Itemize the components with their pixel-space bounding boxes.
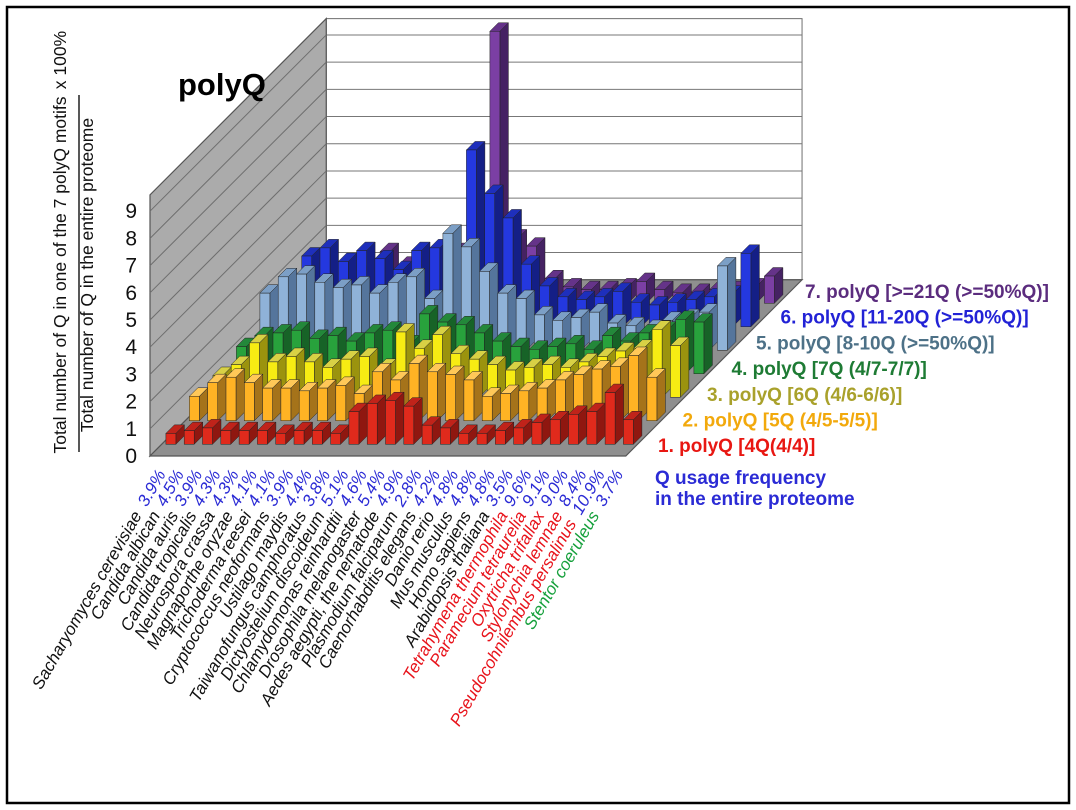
left-wall-gridline [149,116,327,294]
bar-Caenorhabditis elegans-series-1 [439,418,460,445]
legend-item-2: 2. polyQ [5Q (4/5-5/5)] [683,411,878,432]
bar-Stentor coeruleus-series-7 [763,266,784,304]
bar-Magnaporthe oryzae-series-2 [280,379,301,422]
bar-Stylonychia lemnae-series-1 [586,402,606,445]
back-wall [325,18,803,281]
legend-item-4: 4. polyQ [7Q (4/7-7/7)] [732,359,927,380]
y-tick-label: 3 [125,363,137,386]
bar-Tetrahymena thermophila-series-2 [554,370,575,422]
x-axis-note-line1: Q usage frequency [655,468,826,489]
y-tick-label: 9 [125,200,137,223]
bar-Chlamydomonas reinhardtii-series-1 [366,394,387,445]
bar-Aedes aegypti, the nematode-series-2 [426,362,447,422]
y-axis-multiplier: x 100% [50,31,70,89]
bar-Caenorhabditis elegans-series-5 [533,305,554,351]
bar-Ustilago maydis-series-1 [311,421,332,445]
bar-Plasmodium falciparum-series-2 [444,365,465,422]
y-tick-label: 1 [125,418,137,441]
y-axis-numerator: Total number of Q in one of the 7 polyQ … [50,96,70,453]
bar-Stentor coeruleus-series-3 [669,336,690,398]
legend-item-1: 1. polyQ [4Q(4/4)] [658,436,815,457]
y-tick-label: 4 [125,336,137,359]
bar-Stentor coeruleus-series-5 [716,256,737,351]
bar-Aedes aegypti, the nematode-series-1 [403,397,423,445]
bar-Drosophila melanogaster-series-1 [384,391,405,445]
figure-border [5,5,1071,805]
bar-Homo sapiens-series-1 [494,421,515,445]
bar-Candida auris-series-1 [201,418,222,445]
y-tick-label: 2 [125,391,137,414]
y-tick-label: 0 [125,445,137,468]
bar-Arabidopsis thaliana-series-1 [512,418,533,445]
bar-Sacharyomyces cerevisiae-series-2 [188,387,209,422]
bar-Ustilago maydis-series-5 [405,267,426,351]
bar-Danio rerio-series-2 [481,387,502,422]
bar-Caenorhabditis elegans-series-2 [463,370,484,422]
bar-Candida tropicalis-series-2 [243,373,264,422]
bar-Sacharyomyces cerevisiae-series-1 [165,424,186,445]
x-axis-note-line2: in the entire proteome [655,489,855,510]
left-wall-gridline [149,88,327,266]
bar-Trichoderma reesei-series-2 [298,381,319,422]
bar-Tetrahymena thermophila-series-1 [531,413,552,445]
y-tick-label: 8 [125,227,137,250]
bar-Homo sapiens-series-2 [518,381,538,422]
y-tick-label: 6 [125,282,137,305]
bar-Pseudocohnilembus persalinus-series-2 [627,346,648,422]
bar-Mus musculus-series-2 [499,384,520,422]
legend-item-7: 7. polyQ [>=21Q (>=50%Q)] [805,282,1049,303]
left-wall-gridline [149,143,327,321]
left-wall-gridline [149,170,327,348]
legend-item-6: 6. polyQ [11-20Q (>=50%Q)] [781,308,1029,329]
bar-Neurospora crassa-series-1 [238,421,259,445]
bar-Neurospora crassa-series-2 [261,379,282,422]
y-tick-label: 7 [125,255,137,278]
bar-Mus musculus-series-1 [476,424,497,445]
y-tick-label: 5 [125,309,137,332]
series-row-1 [165,383,643,445]
bar-Stentor coeruleus-series-2 [646,368,667,422]
bar-Candida auris-series-2 [225,368,246,422]
bar-Danio rerio-series-1 [458,424,478,445]
bar-Caenorhabditis elegans-series-3 [486,355,507,398]
bar-Stentor coeruleus-series-4 [693,312,714,375]
bar-Cryptococcus neoformans-series-2 [316,379,337,422]
y-axis-denominator: Total number of Q in the entire proteome [77,118,97,432]
bar-Pseudocohnilembus persalinus-series-1 [604,383,625,445]
bar-Plasmodium falciparum-series-5 [515,289,536,351]
left-wall-gridline [149,197,327,375]
legend-item-3: 3. polyQ [6Q (4/6-6/6)] [707,385,902,406]
bar-Candida tropicalis-series-1 [220,421,240,445]
chart-title: polyQ [178,67,266,102]
bar-Cryptococcus neoformans-series-1 [293,421,314,445]
bar-Magnaporthe oryzae-series-1 [256,421,277,445]
bar-Stentor coeruleus-series-6 [740,244,761,328]
bar-Oxytricha trifallax-series-1 [567,405,588,445]
left-wall-gridline [149,34,327,212]
bar-Stentor coeruleus-series-1 [622,410,643,445]
bar-Candida albican-series-2 [207,373,227,422]
bar-Dictyostelium discoideum-series-1 [348,402,369,445]
legend-item-5: 5. polyQ [8-10Q (>=50%Q)] [756,333,995,354]
left-wall-gridline [149,61,327,239]
left-wall-gridline [149,224,327,402]
